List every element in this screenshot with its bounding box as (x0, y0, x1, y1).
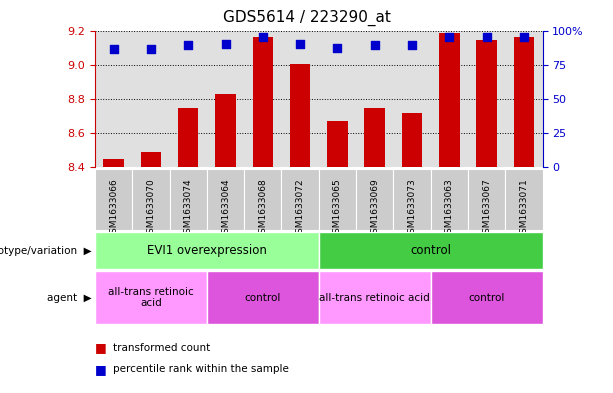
Bar (141, 152, 161, 167)
Bar (430, 271, 543, 324)
Bar (365, 108, 385, 167)
Text: GSM1633072: GSM1633072 (295, 178, 305, 239)
Text: GSM1633068: GSM1633068 (258, 178, 267, 239)
Bar (95, 232, 319, 269)
Text: all-trans retinoic acid: all-trans retinoic acid (319, 293, 430, 303)
Bar (327, 121, 348, 167)
Text: GSM1633064: GSM1633064 (221, 178, 230, 239)
Bar (319, 232, 543, 269)
Bar (476, 40, 497, 167)
Point (109, 46, 118, 52)
Bar (244, 169, 281, 230)
Text: GSM1633066: GSM1633066 (109, 178, 118, 239)
Point (370, 42, 379, 48)
Text: GSM1633065: GSM1633065 (333, 178, 342, 239)
Text: GSM1633070: GSM1633070 (147, 178, 156, 239)
Text: GDS5614 / 223290_at: GDS5614 / 223290_at (223, 10, 390, 26)
Text: genotype/variation  ▶: genotype/variation ▶ (0, 246, 92, 255)
Point (146, 46, 156, 52)
Text: ■: ■ (95, 341, 107, 354)
Bar (281, 169, 319, 230)
Bar (402, 113, 422, 167)
Bar (514, 37, 534, 167)
Text: all-trans retinoic
acid: all-trans retinoic acid (108, 287, 194, 309)
Point (444, 34, 454, 40)
Point (519, 34, 529, 40)
Bar (95, 169, 132, 230)
Text: GSM1633063: GSM1633063 (445, 178, 454, 239)
Text: control: control (245, 293, 281, 303)
Point (482, 34, 492, 40)
Bar (439, 33, 460, 167)
Bar (319, 169, 356, 230)
Text: transformed count: transformed count (113, 343, 211, 353)
Bar (95, 271, 207, 324)
Bar (178, 108, 199, 167)
Point (295, 40, 305, 47)
Bar (505, 169, 543, 230)
Text: GSM1633074: GSM1633074 (184, 178, 192, 239)
Point (183, 42, 193, 48)
Text: GSM1633073: GSM1633073 (408, 178, 416, 239)
Point (332, 44, 342, 51)
Text: percentile rank within the sample: percentile rank within the sample (113, 364, 289, 375)
Text: GSM1633067: GSM1633067 (482, 178, 491, 239)
Bar (290, 64, 310, 167)
Bar (207, 271, 319, 324)
Text: GSM1633071: GSM1633071 (519, 178, 528, 239)
Bar (170, 169, 207, 230)
Point (407, 42, 417, 48)
Point (258, 34, 268, 40)
Bar (207, 169, 244, 230)
Bar (104, 158, 124, 167)
Text: ■: ■ (95, 363, 107, 376)
Bar (215, 94, 236, 167)
Bar (319, 271, 430, 324)
Bar (132, 169, 170, 230)
Bar (356, 169, 394, 230)
Text: GSM1633069: GSM1633069 (370, 178, 379, 239)
Text: control: control (468, 293, 504, 303)
Bar (430, 169, 468, 230)
Bar (468, 169, 505, 230)
Bar (394, 169, 430, 230)
Text: EVI1 overexpression: EVI1 overexpression (147, 244, 267, 257)
Text: control: control (410, 244, 451, 257)
Bar (253, 37, 273, 167)
Text: agent  ▶: agent ▶ (47, 293, 92, 303)
Point (221, 40, 230, 47)
